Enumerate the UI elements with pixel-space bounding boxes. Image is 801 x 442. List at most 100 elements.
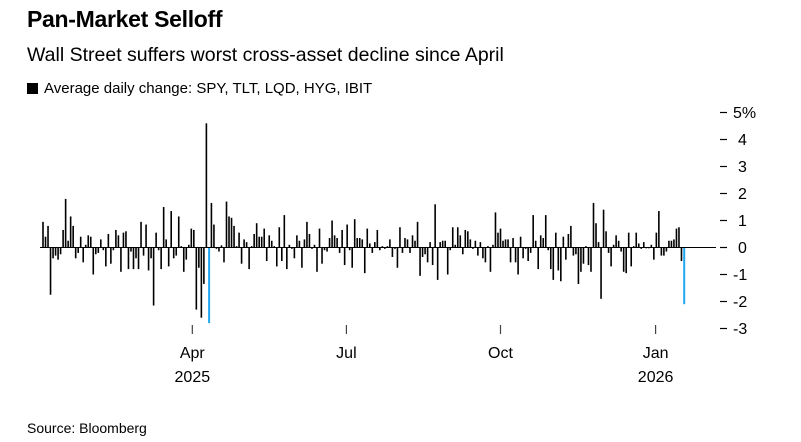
bar	[421, 247, 424, 257]
bar	[64, 198, 67, 248]
bar	[391, 247, 394, 257]
bar	[630, 247, 633, 267]
bar	[333, 235, 336, 248]
bar	[117, 235, 120, 248]
bar	[230, 217, 233, 248]
bar	[268, 235, 271, 248]
bar	[275, 247, 278, 267]
bar	[590, 247, 592, 272]
bar	[213, 224, 215, 248]
bar	[89, 236, 92, 248]
bar	[74, 247, 77, 259]
bar	[172, 247, 175, 259]
bar	[54, 247, 57, 256]
bar	[653, 247, 655, 260]
bar	[507, 239, 509, 248]
bar	[323, 247, 326, 251]
bar	[527, 247, 529, 261]
bar	[557, 247, 560, 271]
bar	[281, 247, 283, 261]
bar	[635, 232, 638, 248]
bar	[175, 247, 178, 256]
x-tick-year: 2026	[638, 369, 674, 386]
bar	[343, 247, 346, 266]
bar	[414, 240, 416, 248]
legend-label: Average daily change: SPY, TLT, LQD, HYG…	[44, 80, 373, 97]
bar	[303, 239, 306, 248]
bar	[273, 246, 276, 248]
bar	[522, 247, 524, 259]
bar	[499, 228, 502, 248]
bar	[120, 247, 122, 272]
bar	[431, 247, 434, 266]
y-tick-label: -1	[733, 267, 747, 284]
bar	[514, 247, 517, 263]
bar	[160, 247, 162, 270]
bar	[389, 239, 391, 248]
chart-title: Pan-Market Selloff	[27, 6, 223, 32]
bar	[308, 234, 311, 248]
chart-subtitle: Wall Street suffers worst cross-asset de…	[27, 44, 504, 66]
bar	[193, 229, 195, 248]
bar	[502, 240, 504, 248]
bar	[59, 247, 62, 255]
bar	[637, 243, 640, 248]
bar	[162, 207, 165, 248]
bar	[190, 228, 193, 248]
bar	[358, 238, 361, 248]
bar	[57, 247, 59, 260]
bar	[539, 235, 542, 248]
bar	[670, 240, 673, 248]
bar	[296, 235, 298, 248]
bar	[484, 247, 487, 263]
bar	[673, 239, 675, 248]
bar	[379, 247, 381, 251]
y-tick-label: 0	[738, 240, 747, 257]
bar	[549, 247, 552, 270]
x-tick-label: Jul	[336, 345, 356, 362]
bar	[253, 234, 255, 248]
bar	[105, 247, 107, 267]
x-tick-label: Oct	[488, 345, 513, 362]
bar	[404, 238, 406, 248]
bar	[363, 247, 366, 274]
bar	[472, 247, 474, 249]
bar	[374, 242, 376, 248]
bar	[419, 247, 421, 276]
bar	[248, 247, 250, 270]
bar	[555, 232, 557, 248]
bar	[140, 221, 142, 248]
bar	[122, 232, 125, 248]
bar	[366, 228, 369, 248]
y-tick-label: -2	[733, 294, 747, 311]
bar	[187, 244, 190, 248]
bar	[288, 244, 291, 248]
bar	[218, 247, 220, 252]
bar	[313, 244, 316, 248]
bar	[258, 236, 260, 248]
bar	[532, 215, 534, 248]
bar	[585, 246, 587, 248]
bar	[434, 204, 436, 248]
bar	[396, 247, 399, 268]
bar	[469, 239, 472, 248]
bar	[220, 245, 223, 248]
bar	[517, 247, 519, 275]
bar	[107, 234, 110, 248]
bar	[424, 247, 426, 255]
bar	[492, 244, 494, 248]
bar	[180, 246, 183, 248]
bar	[482, 247, 484, 259]
bar	[157, 247, 160, 251]
bar	[399, 227, 401, 248]
bar	[42, 221, 44, 248]
bar	[361, 239, 364, 248]
bar	[331, 220, 333, 248]
y-tick-label: 5%	[733, 105, 756, 122]
bar	[286, 247, 288, 270]
bar	[509, 247, 512, 263]
bar	[235, 246, 238, 248]
bar	[562, 236, 565, 248]
highlighted-bar	[208, 247, 211, 324]
